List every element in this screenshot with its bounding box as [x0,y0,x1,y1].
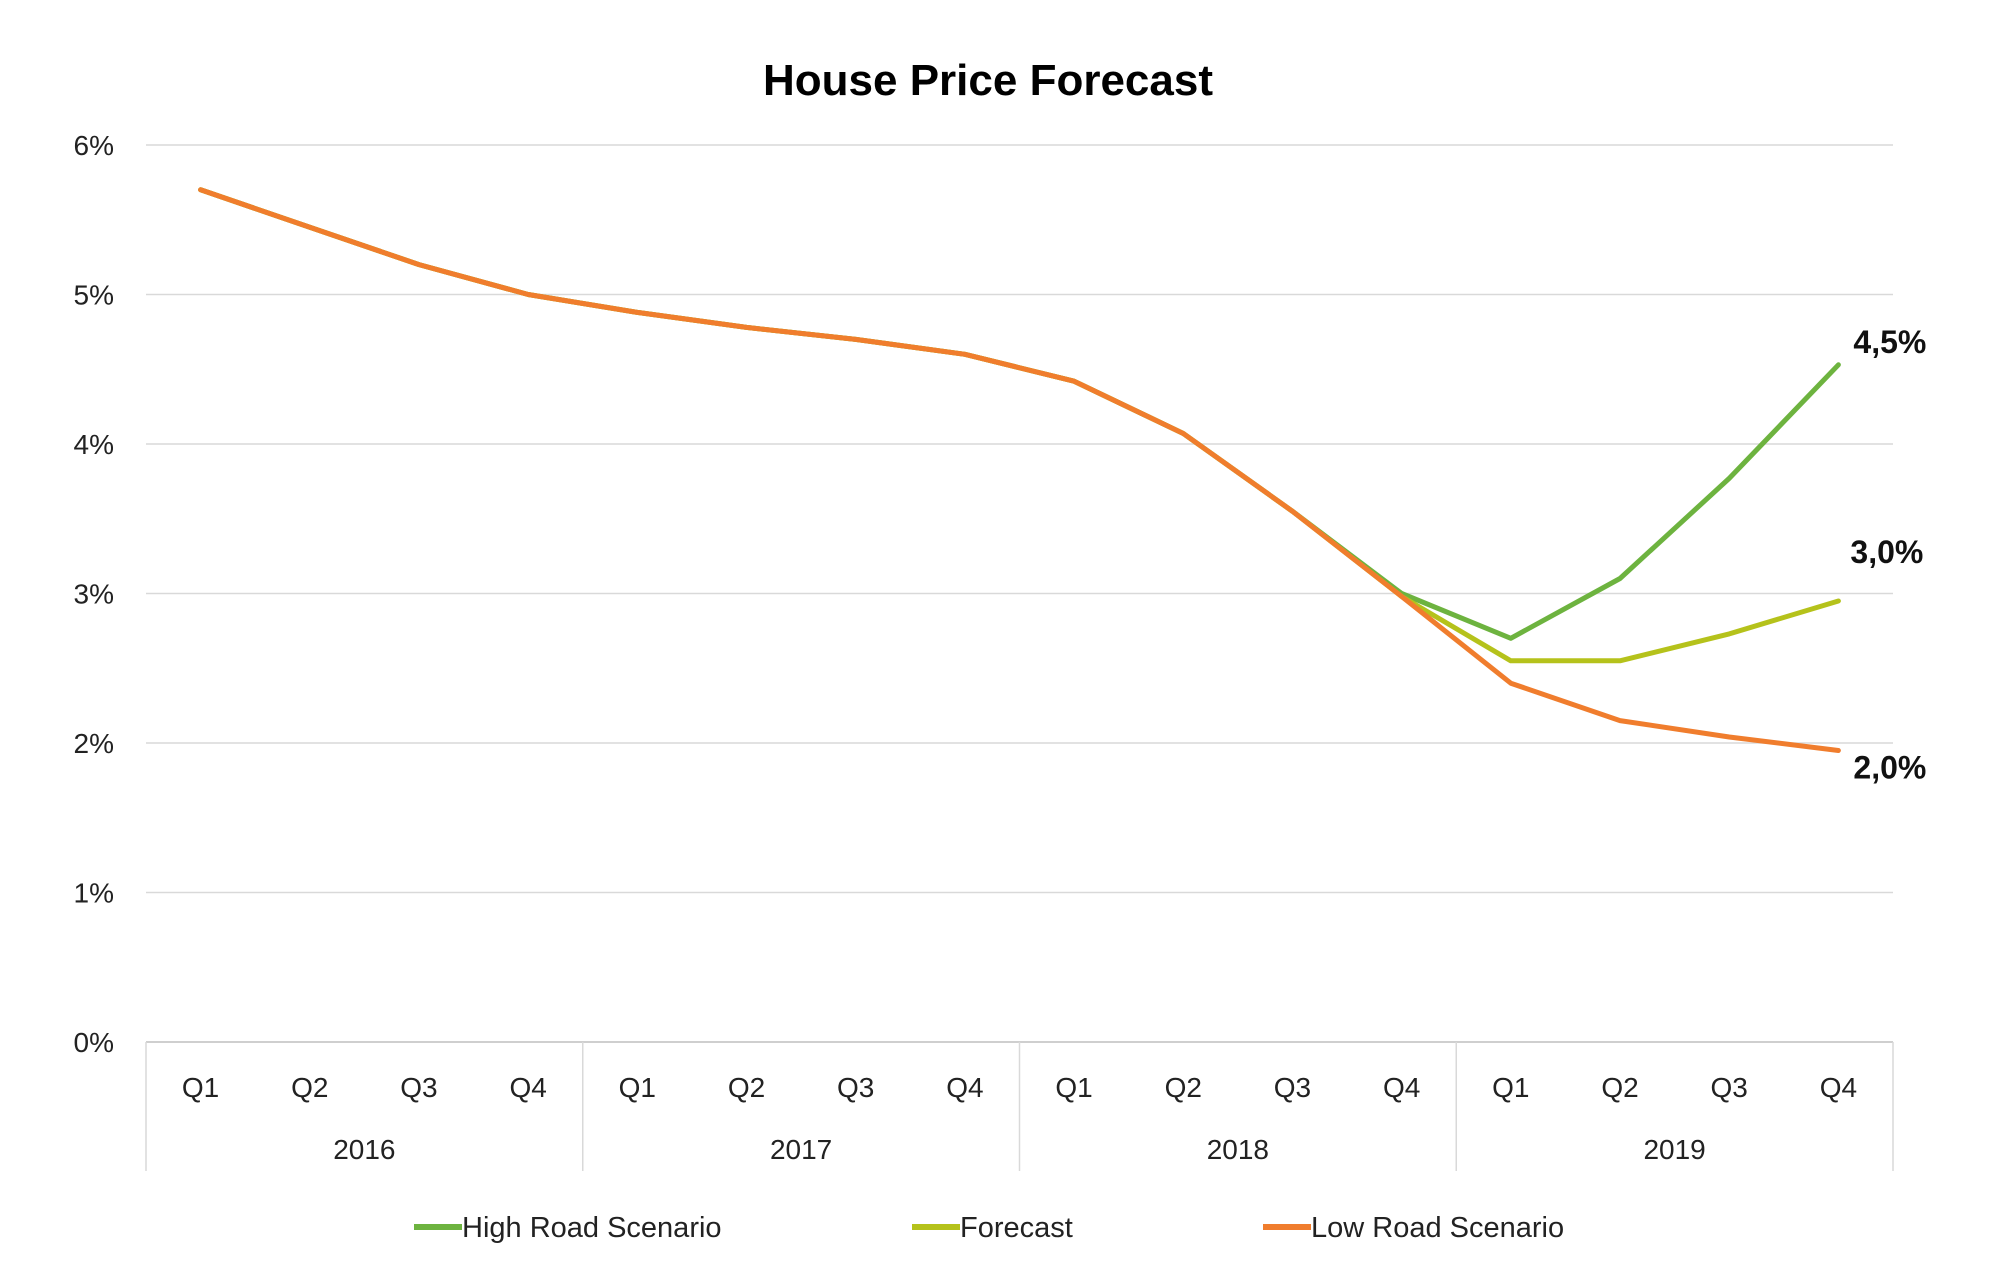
y-tick-label: 4% [74,429,114,460]
data-label: 4,5% [1853,324,1926,360]
x-tick-label: Q2 [728,1072,765,1103]
series-line-high-road-scenario [198,187,1841,641]
x-tick-label: Q3 [1274,1072,1311,1103]
legend-label: Forecast [960,1212,1073,1244]
grid-layer [146,144,1893,1043]
x-tick-label: Q4 [1383,1072,1420,1103]
x-tick-label: Q3 [400,1072,437,1103]
y-tick-label: 1% [74,878,114,909]
legend-item: Forecast [912,1212,1073,1244]
x-tick-label: Q1 [1492,1072,1529,1103]
data-label: 3,0% [1850,534,1923,570]
y-tick-label: 3% [74,579,114,610]
y-tick-label: 0% [74,1027,114,1058]
legend-label: Low Road Scenario [1311,1212,1564,1244]
series-layer [198,187,1841,753]
x-tick-label: Q2 [1601,1072,1638,1103]
x-tick-label: Q2 [1165,1072,1202,1103]
x-tick-label: Q1 [619,1072,656,1103]
y-tick-label: 5% [74,280,114,311]
y-tick-label: 6% [74,130,114,161]
year-group-label: 2018 [1207,1134,1269,1165]
x-tick-label: Q2 [291,1072,328,1103]
legend-label: High Road Scenario [462,1212,722,1244]
x-tick-label: Q4 [1820,1072,1857,1103]
x-tick-label: Q3 [1711,1072,1748,1103]
x-tick-label: Q4 [509,1072,546,1103]
data-label: 2,0% [1853,749,1926,785]
year-group-label: 2016 [333,1134,395,1165]
series-line-low-road-scenario [198,187,1841,753]
x-tick-label: Q3 [837,1072,874,1103]
legend-item: High Road Scenario [414,1212,722,1244]
legend: High Road Scenario Forecast Low Road Scena… [414,1212,1564,1244]
legend-item: Low Road Scenario [1263,1212,1564,1244]
axis-layer: 0% 1% 2% 3% 4% 5% 6% Q1 Q2 Q3 Q4 Q1 Q2 Q3 Q4 Q1 Q2 Q3 Q4 Q1… [74,130,1894,1171]
year-group-label: 2019 [1643,1134,1705,1165]
x-tick-label: Q1 [1055,1072,1092,1103]
end-label-layer: 4,5% 3,0% 2,0% [1850,324,1926,786]
series-line-forecast [198,187,1841,664]
x-tick-label: Q1 [182,1072,219,1103]
y-tick-label: 2% [74,728,114,759]
x-tick-label: Q4 [946,1072,983,1103]
chart-title: House Price Forecast [763,56,1213,105]
year-group-label: 2017 [770,1134,832,1165]
